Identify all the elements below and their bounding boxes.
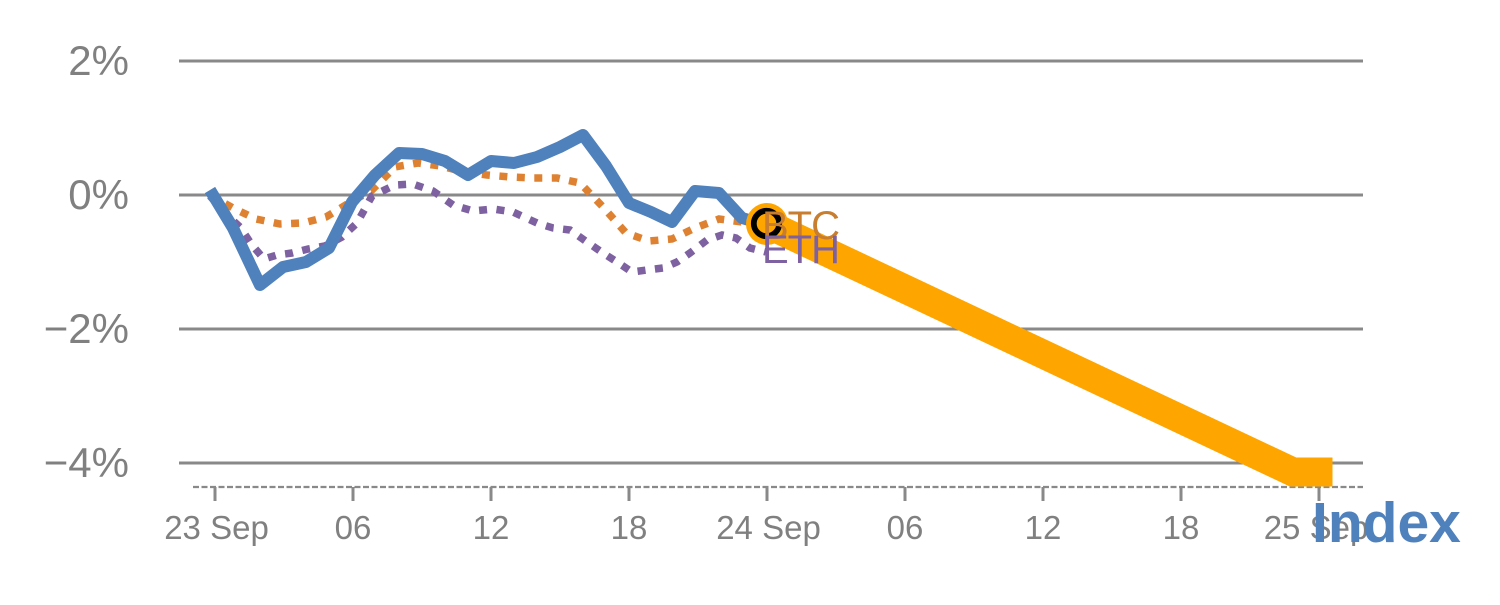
svg-text:Index: Index	[1312, 491, 1461, 555]
svg-text:ETH: ETH	[762, 228, 839, 272]
svg-text:−2%: −2%	[44, 305, 129, 352]
svg-text:2%: 2%	[68, 37, 129, 84]
svg-text:18: 18	[1163, 509, 1200, 546]
svg-text:24 Sep: 24 Sep	[716, 509, 821, 546]
svg-text:BTC: BTC	[762, 204, 839, 248]
svg-text:25 Sep: 25 Sep	[1264, 509, 1369, 546]
svg-text:06: 06	[887, 509, 924, 546]
svg-text:12: 12	[473, 509, 510, 546]
svg-text:23 Sep: 23 Sep	[164, 509, 269, 546]
svg-text:06: 06	[335, 509, 372, 546]
svg-text:12: 12	[1025, 509, 1062, 546]
svg-text:18: 18	[611, 509, 648, 546]
svg-text:−4%: −4%	[44, 439, 129, 486]
svg-text:0%: 0%	[68, 171, 129, 218]
